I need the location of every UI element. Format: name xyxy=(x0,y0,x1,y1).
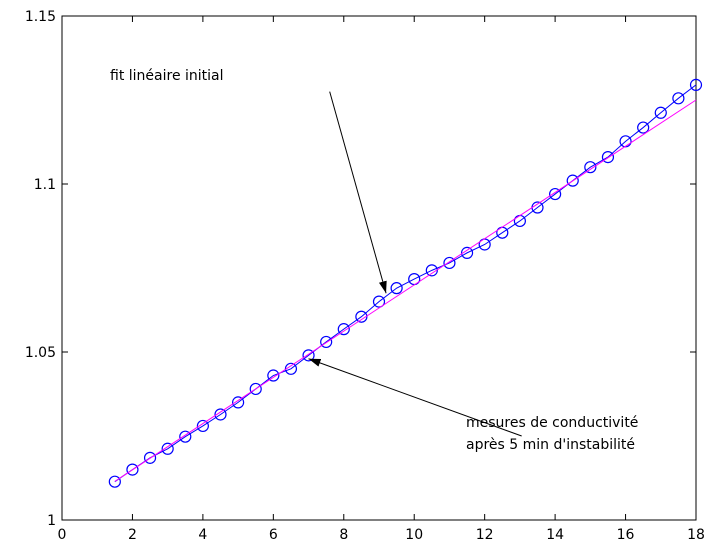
data-point xyxy=(143,451,157,464)
data-point xyxy=(672,92,685,105)
data-point xyxy=(654,106,667,119)
y-tick-label: 1 xyxy=(47,513,56,529)
annotation-text: mesures de conductivité xyxy=(466,415,638,431)
x-tick-label: 14 xyxy=(546,527,564,543)
data-point xyxy=(584,161,597,174)
x-tick-label: 6 xyxy=(269,527,278,543)
data-point xyxy=(425,264,438,277)
data-point xyxy=(126,463,139,476)
data-point xyxy=(320,335,333,349)
data-point xyxy=(601,151,615,164)
annotation-text: après 5 min d'instabilité xyxy=(466,437,635,453)
data-series-line xyxy=(114,84,697,483)
data-point xyxy=(637,121,650,134)
data-point xyxy=(161,442,174,455)
data-point xyxy=(179,430,192,443)
x-tick-label: 0 xyxy=(58,527,67,543)
data-point xyxy=(566,174,579,187)
x-tick-label: 12 xyxy=(476,527,494,543)
data-point xyxy=(267,369,280,382)
x-tick-label: 10 xyxy=(405,527,423,543)
data-point xyxy=(196,419,209,433)
x-tick-label: 18 xyxy=(687,527,705,543)
data-point xyxy=(355,310,368,323)
data-point xyxy=(443,256,456,270)
data-point xyxy=(390,282,403,295)
data-point xyxy=(249,382,262,396)
data-point xyxy=(337,323,350,336)
y-tick-label: 1.1 xyxy=(34,177,56,193)
x-tick-label: 8 xyxy=(339,527,348,543)
data-point xyxy=(549,187,562,201)
x-tick-label: 2 xyxy=(128,527,137,543)
data-point xyxy=(372,295,386,308)
annotation-text: fit linéaire initial xyxy=(110,68,224,84)
annotation-arrow xyxy=(308,358,522,437)
data-point xyxy=(460,246,474,259)
x-tick-label: 4 xyxy=(198,527,207,543)
y-tick-label: 1.15 xyxy=(25,9,56,25)
y-tick-label: 1.05 xyxy=(25,345,56,361)
data-point xyxy=(619,135,632,148)
plot-area: 0 2 4 6 8 10 12 14 16 18 1 1.05 1.1 1.15 fit linéaire … xyxy=(25,9,705,543)
x-tick-label: 16 xyxy=(617,527,635,543)
data-point xyxy=(214,408,227,421)
data-point xyxy=(689,78,703,91)
data-point xyxy=(232,396,245,409)
data-point xyxy=(284,362,298,375)
axes-box xyxy=(61,15,697,521)
fit-line xyxy=(114,99,697,482)
annotation-arrow xyxy=(329,91,387,294)
data-point xyxy=(108,475,121,488)
